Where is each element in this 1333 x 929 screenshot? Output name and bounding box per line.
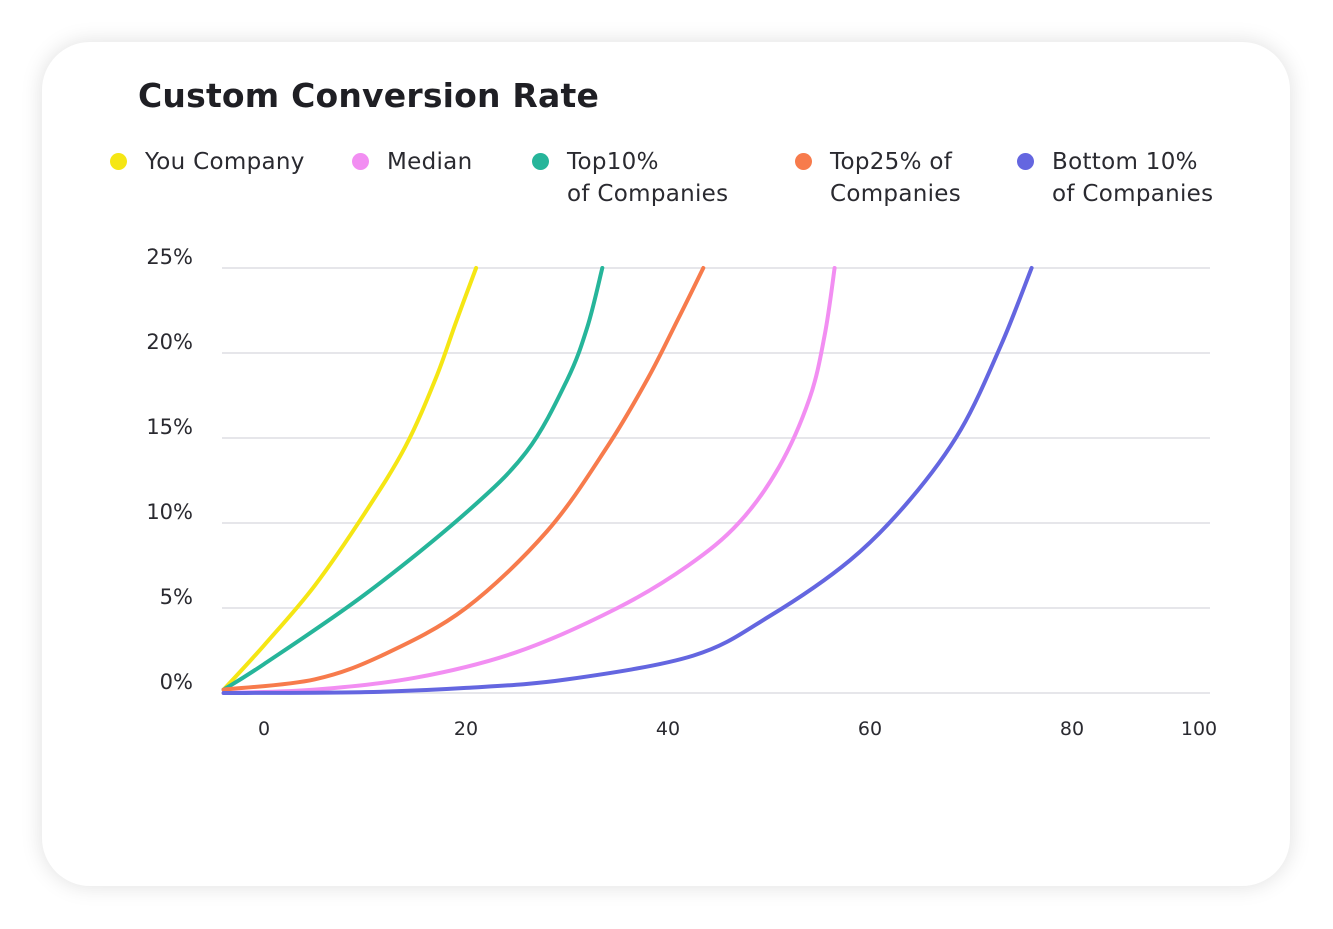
series-line-top10 (221, 266, 605, 692)
y-tick-label: 5% (160, 585, 193, 609)
series-line-you-company (221, 266, 479, 692)
legend-swatch (795, 153, 812, 170)
legend-label: Top10% of Companies (567, 149, 729, 207)
legend-label: You Company (145, 149, 305, 175)
x-tick-label: 40 (656, 718, 680, 740)
y-tick-label: 15% (146, 415, 193, 439)
chart-card (42, 42, 1290, 886)
legend-swatch (352, 153, 369, 170)
x-tick-label: 80 (1060, 718, 1084, 740)
legend-label: Top25% of Companies (830, 149, 962, 207)
series-line-top25 (221, 266, 706, 692)
x-tick-label: 20 (454, 718, 478, 740)
legend-label: Median (387, 149, 473, 175)
y-tick-label: 10% (146, 500, 193, 524)
legend-swatch (110, 153, 127, 170)
series-lines (221, 266, 1034, 695)
series-line-bottom10 (221, 266, 1034, 695)
y-tick-label: 0% (160, 670, 193, 694)
legend-swatch (532, 153, 549, 170)
series-line-median (221, 266, 837, 695)
x-tick-label: 100 (1181, 718, 1217, 740)
grid-lines (222, 267, 1210, 694)
y-tick-label: 25% (146, 245, 193, 269)
x-tick-label: 0 (258, 718, 270, 740)
legend-label: Bottom 10% of Companies (1052, 149, 1214, 207)
y-axis-ticks: 0% 5% 10% 15% 20% 25% (146, 245, 193, 694)
y-tick-label: 20% (146, 330, 193, 354)
legend-swatch (1017, 153, 1034, 170)
x-tick-label: 60 (858, 718, 882, 740)
chart-title: Custom Conversion Rate (138, 76, 600, 115)
x-axis-ticks: 0 20 40 60 80 100 (258, 718, 1217, 740)
